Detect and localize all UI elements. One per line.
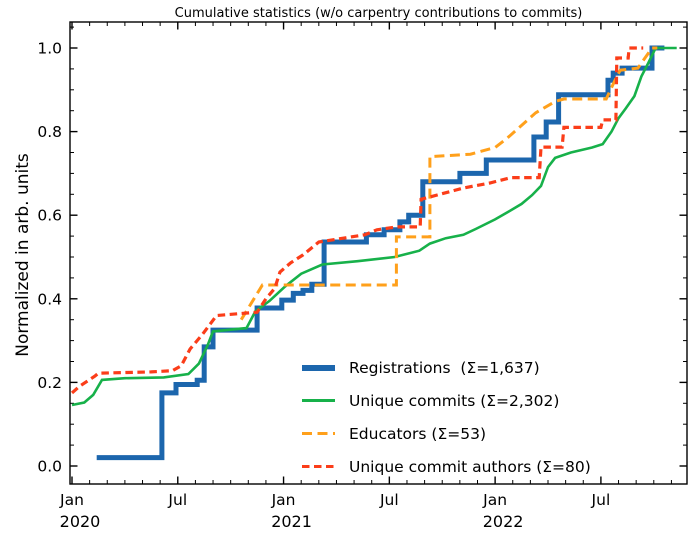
legend: Registrations (Σ=1,637) Unique commits (Σ… (302, 351, 591, 483)
x-tick-label: Jan (59, 491, 84, 509)
unique-commit-authors-line (70, 46, 644, 395)
legend-unique-commits-line-sample (302, 398, 335, 403)
chart-title: Cumulative statistics (w/o carpentry con… (174, 6, 583, 21)
y-tick-label: 0.4 (37, 290, 62, 308)
y-tick-label: 0.2 (37, 374, 62, 392)
y-axis-label: Normalized in arb. units (13, 153, 33, 357)
legend-unique-commit-authors-line-sample (302, 464, 335, 469)
legend-item-educators: Educators (Σ=53) (302, 417, 591, 450)
legend-label-unique-commits: Unique commits (Σ=2,302) (349, 391, 560, 410)
legend-item-unique-commits: Unique commits (Σ=2,302) (302, 384, 591, 417)
x-tick-label: Jan (271, 491, 296, 509)
legend-item-registrations: Registrations (Σ=1,637) (302, 351, 591, 384)
legend-item-unique-commit-authors: Unique commit authors (Σ=80) (302, 450, 591, 483)
registrations-line (96, 45, 665, 461)
legend-registrations-line-sample (302, 364, 335, 371)
y-tick-label: 0.8 (37, 123, 62, 141)
legend-label-unique-commit-authors: Unique commit authors (Σ=80) (349, 457, 591, 476)
legend-label-registrations: Registrations (Σ=1,637) (349, 358, 540, 377)
x-tick-year-label: 2021 (271, 512, 312, 531)
x-tick-label: Jan (482, 491, 507, 509)
axes-frame (69, 21, 688, 485)
y-tick-label: 0.0 (37, 458, 62, 476)
educators-line (239, 46, 658, 321)
unique-commits-line (71, 46, 677, 407)
x-tick-label: Jul (379, 491, 399, 509)
x-tick-year-label: 2020 (60, 512, 101, 531)
x-tick-year-label: 2022 (483, 512, 524, 531)
y-tick-label: 1.0 (37, 40, 62, 58)
y-tick-label: 0.6 (37, 207, 62, 225)
x-tick-label: Jul (167, 491, 187, 509)
x-tick-label: Jul (591, 491, 611, 509)
legend-label-educators: Educators (Σ=53) (349, 424, 487, 443)
legend-educators-line-sample (302, 431, 335, 436)
